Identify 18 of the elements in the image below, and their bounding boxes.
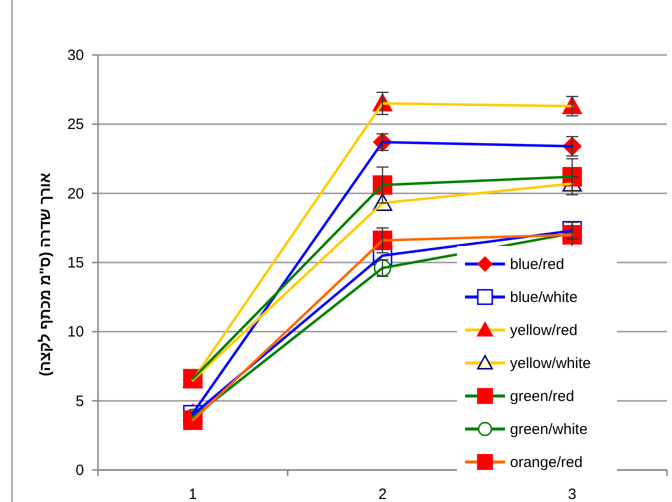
y-tick-label: 20: [67, 185, 84, 202]
legend-label: blue/red: [510, 256, 564, 273]
legend-label: yellow/white: [510, 355, 591, 372]
legend-label: green/white: [510, 421, 588, 438]
y-tick-label: 0: [76, 462, 84, 479]
legend-label: green/red: [510, 388, 574, 405]
y-tick-label: 10: [67, 324, 84, 341]
x-tick-label: 3: [568, 486, 576, 502]
legend-label: yellow/red: [510, 322, 578, 339]
y-tick-label: 5: [76, 392, 84, 410]
legend-label: orange/red: [510, 454, 583, 471]
legend-label: blue/white: [510, 289, 578, 306]
y-tick-label: 25: [67, 116, 84, 134]
x-tick-label: 1: [188, 486, 198, 502]
y-tick-label: 30: [67, 47, 84, 64]
y-axis-title: אורך שדרה (ס"מ מכתף לקצה): [37, 172, 54, 376]
x-tick-label: 2: [378, 486, 387, 502]
y-tick-label: 15: [67, 254, 84, 272]
